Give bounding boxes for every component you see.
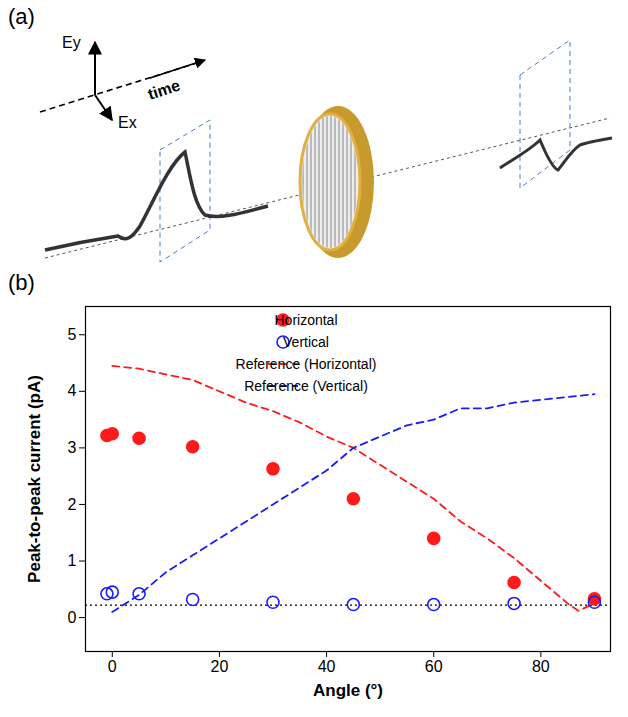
svg-text:Peak-to-peak current (pA): Peak-to-peak current (pA) (25, 375, 44, 583)
svg-text:80: 80 (532, 658, 550, 675)
svg-text:60: 60 (425, 658, 443, 675)
svg-text:4: 4 (68, 382, 77, 399)
svg-text:1: 1 (68, 552, 77, 569)
svg-text:0: 0 (108, 658, 117, 675)
svg-text:2: 2 (68, 496, 77, 513)
svg-text:time: time (146, 76, 183, 102)
svg-text:20: 20 (211, 658, 229, 675)
svg-text:0: 0 (68, 609, 77, 626)
svg-text:5: 5 (68, 326, 77, 343)
svg-text:Reference (Vertical): Reference (Vertical) (244, 378, 368, 394)
svg-text:Ey: Ey (62, 34, 81, 51)
svg-text:Vertical: Vertical (283, 334, 329, 350)
html-text:(b): (b) (8, 270, 35, 295)
svg-text:40: 40 (318, 658, 336, 675)
svg-text:3: 3 (68, 439, 77, 456)
svg-text:Ex: Ex (118, 114, 137, 131)
svg-text:Angle (°): Angle (°) (313, 681, 383, 700)
svg-text:Horizontal: Horizontal (274, 312, 337, 328)
svg-text:(a): (a) (8, 4, 35, 29)
svg-text:Reference (Horizontal): Reference (Horizontal) (236, 356, 377, 372)
